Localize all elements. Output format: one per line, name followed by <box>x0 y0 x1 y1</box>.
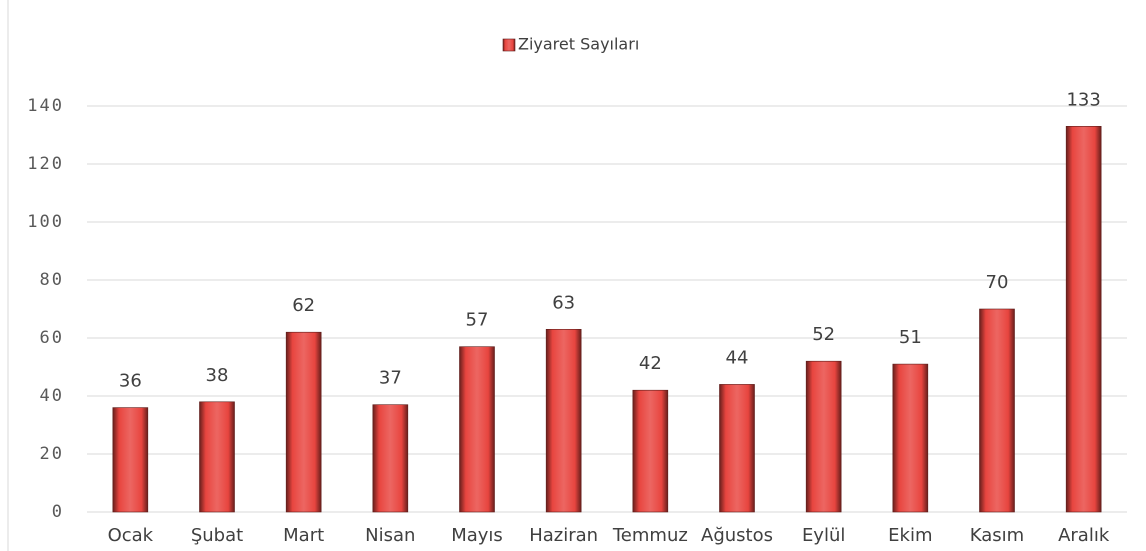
data-label: 44 <box>726 347 749 368</box>
bar <box>979 308 1015 513</box>
data-label: 38 <box>206 365 229 386</box>
bar <box>285 331 322 513</box>
bar <box>892 363 929 513</box>
x-tick-label: Şubat <box>191 525 243 546</box>
x-tick-label: Temmuz <box>612 525 688 546</box>
x-tick-label: Nisan <box>365 525 415 546</box>
y-tick-label: 120 <box>27 154 64 174</box>
x-tick-label: Kasım <box>970 525 1024 546</box>
data-label: 133 <box>1066 89 1100 110</box>
y-tick-label: 80 <box>40 270 64 290</box>
y-tick-label: 40 <box>40 386 64 406</box>
bar <box>112 407 149 513</box>
bar <box>545 328 582 513</box>
y-tick-label: 140 <box>27 96 64 116</box>
legend-marker <box>502 38 516 52</box>
x-tick-label: Mart <box>283 525 324 546</box>
data-label: 57 <box>466 310 489 331</box>
data-label: 42 <box>639 353 662 374</box>
y-tick-label: 0 <box>52 502 64 522</box>
y-tick-label: 20 <box>40 444 64 464</box>
data-label: 51 <box>899 327 922 348</box>
x-tick-label: Aralık <box>1058 525 1110 546</box>
x-tick-label: Mayıs <box>451 525 503 546</box>
x-tick-label: Ağustos <box>701 525 773 546</box>
data-label: 36 <box>119 371 142 392</box>
x-tick-label: Ocak <box>108 525 154 546</box>
bar <box>805 360 842 513</box>
bar <box>719 384 755 513</box>
x-tick-label: Ekim <box>888 525 932 546</box>
x-tick-label: Haziran <box>529 525 598 546</box>
data-label: 63 <box>552 292 575 313</box>
legend-label: Ziyaret Sayıları <box>518 35 639 54</box>
bar <box>1065 126 1102 513</box>
bar <box>199 401 235 513</box>
data-label: 37 <box>379 368 402 389</box>
bar <box>459 346 495 513</box>
data-label: 70 <box>986 272 1009 293</box>
data-label: 52 <box>812 324 835 345</box>
bar <box>632 389 669 513</box>
bar <box>372 404 409 513</box>
data-label: 62 <box>292 295 315 316</box>
x-tick-label: Eylül <box>802 525 845 546</box>
y-tick-label: 60 <box>40 328 64 348</box>
y-tick-label: 100 <box>27 212 64 232</box>
